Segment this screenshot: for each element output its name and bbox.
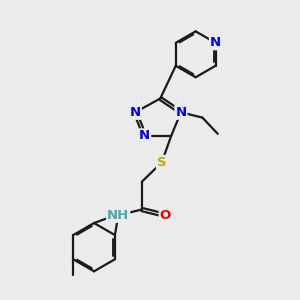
Text: S: S — [157, 156, 166, 169]
Text: N: N — [210, 36, 221, 49]
Text: N: N — [176, 106, 187, 119]
Text: N: N — [139, 129, 150, 142]
Text: O: O — [160, 209, 171, 222]
Text: NH: NH — [107, 209, 129, 222]
Text: N: N — [130, 106, 141, 119]
